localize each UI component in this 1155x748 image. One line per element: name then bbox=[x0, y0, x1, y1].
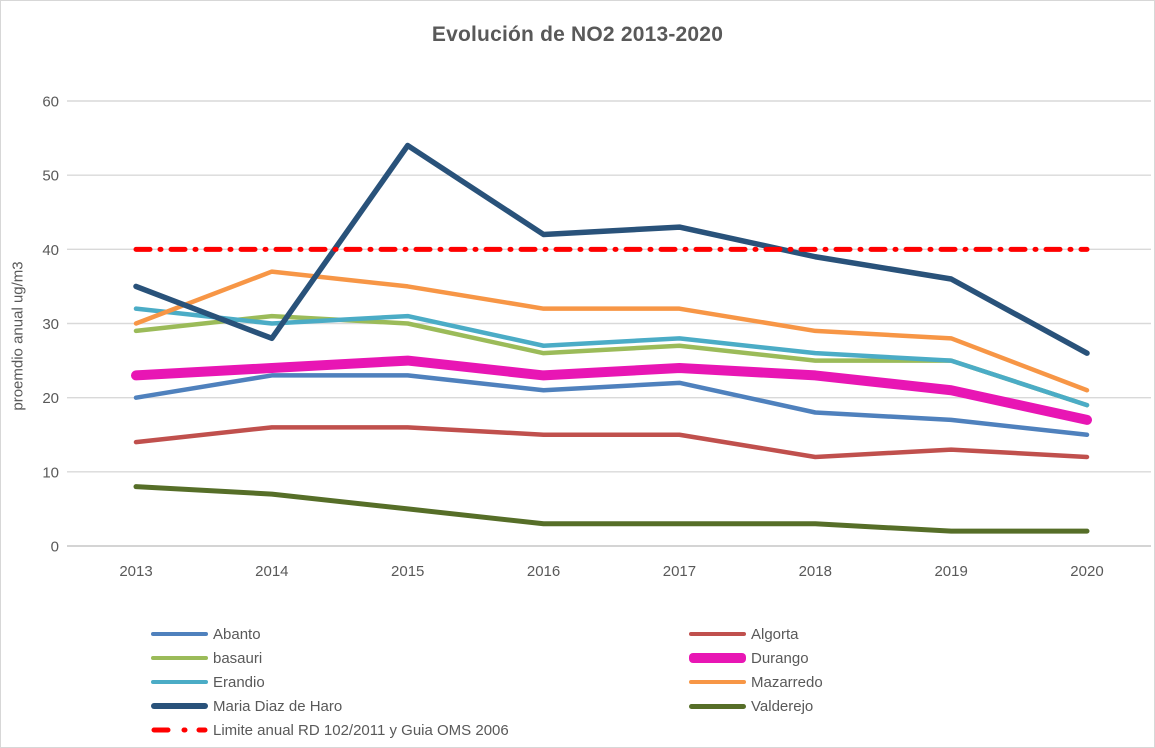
x-tick-label: 2015 bbox=[391, 563, 424, 580]
legend-swatch bbox=[151, 631, 208, 637]
legend-label: Limite anual RD 102/2011 y Guia OMS 2006 bbox=[213, 721, 509, 739]
legend-item-valderejo: Valderejo bbox=[689, 694, 823, 718]
series-line-maria-diaz-de-haro bbox=[133, 142, 1090, 356]
y-tick-label: 60 bbox=[42, 94, 59, 111]
series-line-mazarredo bbox=[133, 269, 1090, 393]
y-tick-label: 20 bbox=[42, 390, 59, 407]
x-tick-label: 2013 bbox=[119, 563, 152, 580]
x-tick-label: 2014 bbox=[255, 563, 288, 580]
x-tick-label: 2016 bbox=[527, 563, 560, 580]
series-line-abanto bbox=[133, 373, 1090, 437]
legend-swatch bbox=[151, 679, 208, 685]
y-tick-label: 30 bbox=[42, 316, 59, 333]
legend-label: basauri bbox=[213, 649, 263, 667]
legend-item-maria-diaz-de-haro: Maria Diaz de Haro bbox=[151, 694, 509, 718]
legend-item-basauri: basauri bbox=[151, 646, 509, 670]
legend-column-right: Algorta Durango Mazarredo Valderejo bbox=[689, 622, 823, 718]
series-line-durango bbox=[131, 355, 1092, 425]
legend-label: Mazarredo bbox=[751, 673, 823, 691]
y-tick-label: 50 bbox=[42, 168, 59, 185]
legend-label: Abanto bbox=[213, 625, 261, 643]
y-tick-label: 40 bbox=[42, 242, 59, 259]
legend-item-limite-anual-rd-102-2011-y-guia-oms-2006: Limite anual RD 102/2011 y Guia OMS 2006 bbox=[151, 718, 509, 742]
series-line-algorta bbox=[133, 425, 1090, 460]
legend-item-algorta: Algorta bbox=[689, 622, 823, 646]
series-line-erandio bbox=[133, 306, 1090, 408]
legend-label: Maria Diaz de Haro bbox=[213, 697, 343, 715]
legend-item-erandio: Erandio bbox=[151, 670, 509, 694]
legend-label: Erandio bbox=[213, 673, 265, 691]
x-tick-label: 2018 bbox=[799, 563, 832, 580]
legend-swatch bbox=[151, 703, 208, 709]
chart-title: Evolución de NO2 2013-2020 bbox=[431, 23, 724, 46]
legend-swatch bbox=[689, 653, 746, 663]
legend-item-durango: Durango bbox=[689, 646, 823, 670]
legend-swatch bbox=[689, 679, 746, 685]
series-line-valderejo bbox=[133, 484, 1090, 534]
legend-label: Algorta bbox=[751, 625, 799, 643]
legend-swatch bbox=[689, 631, 746, 637]
legend-swatch bbox=[151, 655, 208, 661]
legend-item-mazarredo: Mazarredo bbox=[689, 670, 823, 694]
legend-column-left: Abanto basauri Erandio Maria Diaz de Haro Li… bbox=[151, 622, 509, 742]
x-tick-label: 2019 bbox=[934, 563, 967, 580]
legend-swatch bbox=[689, 703, 746, 709]
x-tick-label: 2020 bbox=[1070, 563, 1103, 580]
legend-label: Durango bbox=[751, 649, 809, 667]
legend-label: Valderejo bbox=[751, 697, 814, 715]
y-tick-label: 0 bbox=[51, 539, 59, 556]
x-tick-label: 2017 bbox=[663, 563, 696, 580]
legend-item-abanto: Abanto bbox=[151, 622, 509, 646]
legend-swatch bbox=[151, 727, 208, 733]
y-tick-label: 10 bbox=[42, 464, 59, 481]
